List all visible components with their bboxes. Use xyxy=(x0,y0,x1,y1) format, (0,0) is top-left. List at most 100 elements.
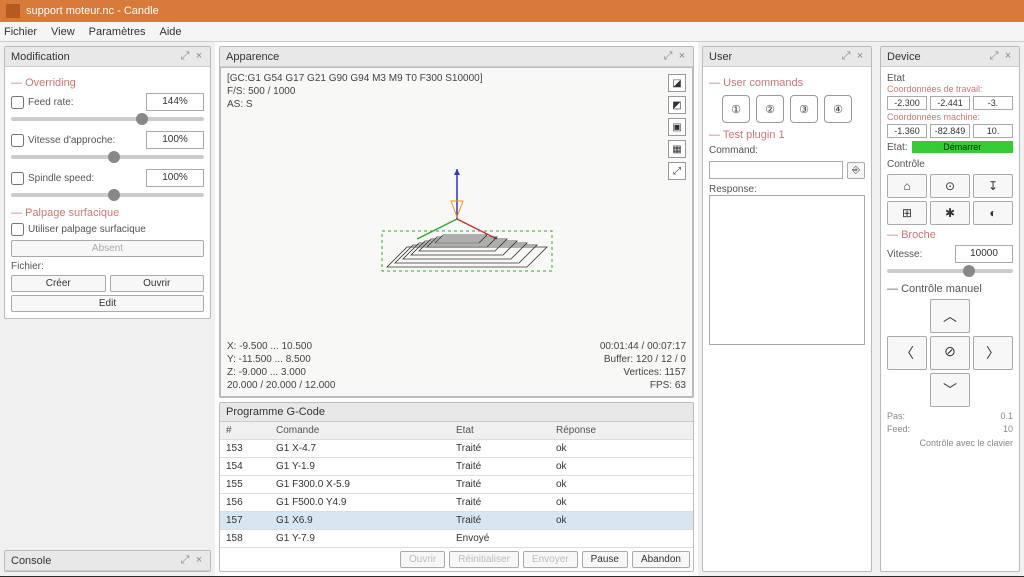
menu-fichier[interactable]: Fichier xyxy=(4,26,37,38)
table-row[interactable]: 153G1 X-4.7Traitéok xyxy=(220,440,693,458)
work-z: -3. xyxy=(973,96,1013,110)
user-cmd-4[interactable]: ④ xyxy=(824,95,852,123)
runtime-stats: 00:01:44 / 00:07:17 Buffer: 120 / 12 / 0… xyxy=(600,340,686,392)
window-title: support moteur.nc - Candle xyxy=(26,5,159,17)
jog-stop[interactable]: ⊘ xyxy=(930,336,970,370)
undock-icon[interactable]: ⤢ xyxy=(663,50,673,63)
titlebar: support moteur.nc - Candle xyxy=(0,0,1024,22)
feedrate-value[interactable]: 144% xyxy=(146,93,204,111)
extents-stats: X: -9.500 ... 10.500 Y: -11.500 ... 8.50… xyxy=(227,340,335,392)
console-title: Console xyxy=(11,555,51,567)
etat2-label: Etat: xyxy=(887,142,908,153)
ouvrir-button[interactable]: Ouvrir xyxy=(110,275,205,292)
toolpath-render xyxy=(327,139,587,339)
command-send-icon[interactable]: ⎆ xyxy=(847,162,865,179)
close-icon[interactable]: × xyxy=(194,554,204,567)
command-label: Command: xyxy=(709,145,865,156)
fit-icon[interactable]: ⤢ xyxy=(668,162,686,180)
user-cmd-1[interactable]: ① xyxy=(722,95,750,123)
table-row[interactable]: 155G1 F300.0 X-5.9Traitéok xyxy=(220,476,693,494)
z-zero-button[interactable]: ↧ xyxy=(973,174,1013,198)
probe-button[interactable]: ⊞ xyxy=(887,201,927,225)
user-title: User xyxy=(709,51,732,63)
menu-aide[interactable]: Aide xyxy=(160,26,182,38)
undock-icon[interactable]: ⤢ xyxy=(180,50,190,63)
spindle-slider[interactable] xyxy=(11,193,204,197)
undock-icon[interactable]: ⤢ xyxy=(841,50,851,63)
device-panel: Device ⤢× Etat Coordonnées de travail: -… xyxy=(880,46,1020,572)
creer-button[interactable]: Créer xyxy=(11,275,106,292)
jog-left[interactable]: 〈 xyxy=(887,336,927,370)
table-row[interactable]: 158G1 Y-7.9Envoyé xyxy=(220,530,693,548)
home-button[interactable]: ⌂ xyxy=(887,174,927,198)
view-side-icon[interactable]: ▦ xyxy=(668,140,686,158)
th-rep: Réponse xyxy=(550,422,693,440)
fichier-label: Fichier: xyxy=(11,261,204,272)
spindle-value[interactable]: 100% xyxy=(146,169,204,187)
pas-label: Pas: xyxy=(887,411,905,421)
view-front-icon[interactable]: ▣ xyxy=(668,118,686,136)
mach-coord-label: Coordonnées machine: xyxy=(887,112,1013,122)
gcode-status: [GC:G1 G54 G17 G21 G90 G94 M3 M9 T0 F300… xyxy=(227,72,483,111)
feed-value: 10 xyxy=(1003,424,1013,434)
close-icon[interactable]: × xyxy=(677,50,687,63)
approach-value[interactable]: 100% xyxy=(146,131,204,149)
spindle-check[interactable]: Spindle speed: xyxy=(11,172,94,185)
undock-icon[interactable]: ⤢ xyxy=(180,554,190,567)
vitesse-label: Vitesse: xyxy=(887,249,922,260)
gcode-table: # Comande Etat Réponse 153G1 X-4.7Traité… xyxy=(220,422,693,548)
vitesse-value[interactable]: 10000 xyxy=(955,245,1013,263)
apparence-title: Apparence xyxy=(226,51,279,63)
approach-check[interactable]: Vitesse d'approche: xyxy=(11,134,115,147)
user-panel: User ⤢× User commands ① ② ③ ④ Test plugi… xyxy=(702,46,872,572)
send-button[interactable]: Envoyer xyxy=(523,551,578,568)
th-num: # xyxy=(220,422,270,440)
palpage-check[interactable]: Utiliser palpage surfacique xyxy=(11,223,204,236)
apparence-panel: Apparence ⤢ × [GC:G1 G54 G17 G21 G90 G94 … xyxy=(219,46,694,398)
feedrate-slider[interactable] xyxy=(11,117,204,121)
app-icon xyxy=(6,4,20,18)
vitesse-slider[interactable] xyxy=(887,269,1013,273)
controle-title: Contrôle xyxy=(887,159,1013,170)
status-badge: Démarrer xyxy=(912,141,1013,153)
command-input[interactable] xyxy=(709,161,843,179)
close-icon[interactable]: × xyxy=(194,50,204,63)
abort-button[interactable]: Abandon xyxy=(632,551,690,568)
close-icon[interactable]: × xyxy=(855,50,865,63)
table-row[interactable]: 156G1 F500.0 Y4.9Traitéok xyxy=(220,494,693,512)
mach-x: -1.360 xyxy=(887,124,927,138)
pause-button[interactable]: Pause xyxy=(582,551,628,568)
work-coord-label: Coordonnées de travail: xyxy=(887,84,1013,94)
palpage-status: Absent xyxy=(11,240,204,257)
run-button[interactable]: ✱ xyxy=(930,201,970,225)
user-commands-title: User commands xyxy=(709,77,865,89)
user-cmd-3[interactable]: ③ xyxy=(790,95,818,123)
jog-right[interactable]: 〉 xyxy=(973,336,1013,370)
undock-icon[interactable]: ⤢ xyxy=(989,50,999,63)
viewport-3d[interactable]: [GC:G1 G54 G17 G21 G90 G94 M3 M9 T0 F300… xyxy=(220,67,693,397)
view-iso-icon[interactable]: ◪ xyxy=(668,74,686,92)
approach-slider[interactable] xyxy=(11,155,204,159)
zero-button[interactable]: ⊙ xyxy=(930,174,970,198)
view-top-icon[interactable]: ◩ xyxy=(668,96,686,114)
table-row[interactable]: 154G1 Y-1.9Traitéok xyxy=(220,458,693,476)
pas-value: 0.1 xyxy=(1000,411,1013,421)
user-cmd-2[interactable]: ② xyxy=(756,95,784,123)
overriding-title: Overriding xyxy=(11,77,204,89)
gcode-program-panel: Programme G-Code # Comande Etat Réponse … xyxy=(219,402,694,572)
mach-y: -82.849 xyxy=(930,124,970,138)
jog-down[interactable]: ﹀ xyxy=(930,373,970,407)
menu-parametres[interactable]: Paramètres xyxy=(89,26,146,38)
stop-button[interactable]: ◐ xyxy=(973,201,1013,225)
table-row[interactable]: 157G1 X6.9Traitéok xyxy=(220,512,693,530)
feedrate-check[interactable]: Feed rate: xyxy=(11,96,74,109)
jog-up[interactable]: ︿ xyxy=(930,299,970,333)
open-button[interactable]: Ouvrir xyxy=(400,551,445,568)
menu-view[interactable]: View xyxy=(51,26,75,38)
response-label: Response: xyxy=(709,184,865,195)
edit-button[interactable]: Edit xyxy=(11,295,204,312)
etat-label: Etat xyxy=(887,73,1013,84)
close-icon[interactable]: × xyxy=(1003,50,1013,63)
reset-button[interactable]: Réinitialiser xyxy=(449,551,519,568)
broche-title: Broche xyxy=(887,229,1013,241)
